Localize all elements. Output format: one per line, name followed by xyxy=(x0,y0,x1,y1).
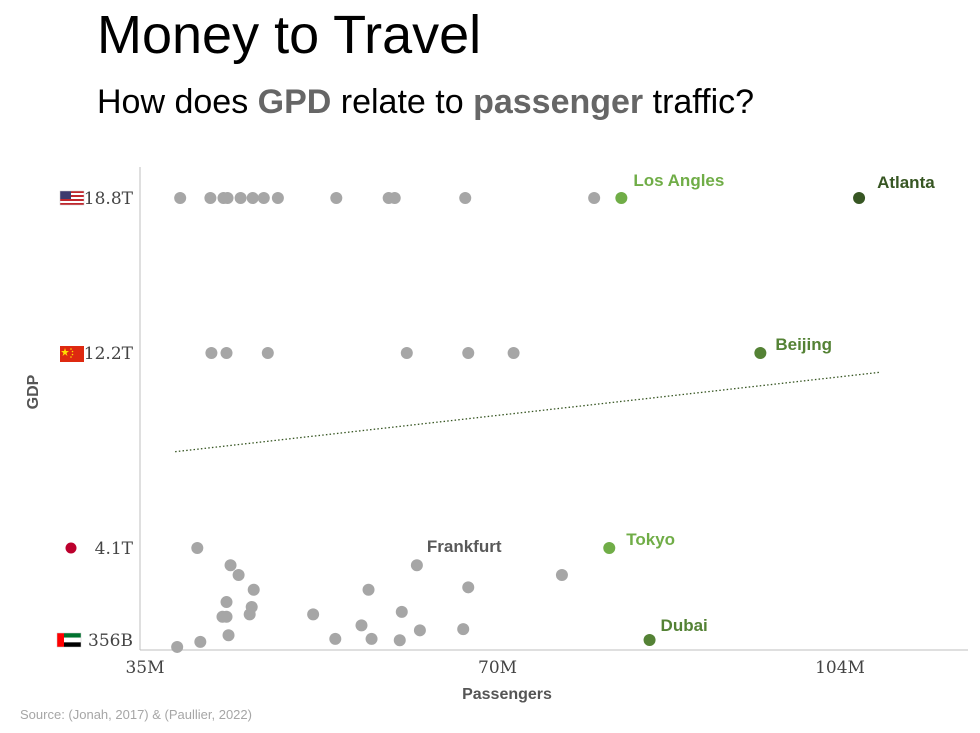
data-point xyxy=(362,583,375,596)
data-point xyxy=(257,192,270,204)
trendline xyxy=(175,371,881,453)
label-beijing: Beijing xyxy=(775,335,832,354)
point-frankfurt xyxy=(410,559,423,572)
point-los-angles xyxy=(615,192,628,204)
data-point xyxy=(261,347,274,359)
data-point xyxy=(171,640,184,653)
data-point xyxy=(243,608,256,621)
data-point xyxy=(459,192,472,204)
data-point xyxy=(307,608,320,621)
data-point xyxy=(191,542,204,554)
label-los-angles: Los Angles xyxy=(633,171,724,190)
subtitle-em-passenger: passenger xyxy=(473,83,644,121)
data-point xyxy=(271,192,284,204)
data-point xyxy=(355,619,368,632)
x-axis-title: Passengers xyxy=(462,686,552,703)
y-tick-labels: 18.8T 12.2T 4.1T 356B xyxy=(56,189,134,651)
y-axis-title: GDP xyxy=(25,374,42,409)
data-point xyxy=(413,624,426,637)
japan-flag-icon xyxy=(65,542,77,554)
data-point xyxy=(507,347,520,359)
data-point xyxy=(395,605,408,618)
data-point xyxy=(220,610,233,623)
source-note: Source: (Jonah, 2017) & (Paullier, 2022) xyxy=(20,707,252,722)
chart-subtitle: How does GPD relate to passenger traffic… xyxy=(97,80,754,124)
data-point xyxy=(462,347,475,359)
chart-axes xyxy=(139,167,968,651)
point-labels: Los Angles Atlanta Beijing Tokyo Frankfurt Du… xyxy=(427,171,935,635)
trendline-group xyxy=(175,371,881,453)
data-point xyxy=(247,583,260,596)
x-tick-label: 70M xyxy=(478,658,517,678)
x-tick-label: 104M xyxy=(815,658,865,678)
point-tokyo xyxy=(603,542,616,554)
data-point xyxy=(174,192,187,204)
data-point xyxy=(393,634,406,647)
data-point xyxy=(224,559,237,572)
china-flag-icon xyxy=(60,346,84,362)
label-atlanta: Atlanta xyxy=(877,173,935,192)
label-dubai: Dubai xyxy=(661,616,708,635)
point-atlanta xyxy=(853,192,866,204)
point-beijing xyxy=(754,347,767,359)
data-point xyxy=(220,596,233,609)
data-point xyxy=(222,629,235,642)
data-point xyxy=(205,347,218,359)
y-tick-label: 18.8T xyxy=(84,189,134,209)
y-tick-label: 356B xyxy=(88,631,133,651)
us-flag-icon xyxy=(59,190,85,206)
x-tick-labels: 35M 70M 104M xyxy=(125,658,864,678)
uae-flag-icon xyxy=(56,632,82,648)
data-point xyxy=(457,623,470,636)
data-point xyxy=(234,192,247,204)
subtitle-part1: How does xyxy=(97,83,258,121)
y-tick-label: 4.1T xyxy=(95,539,134,559)
data-point xyxy=(194,635,207,648)
data-point xyxy=(462,581,475,594)
data-point xyxy=(555,569,568,582)
subtitle-part2: relate to xyxy=(331,83,474,121)
label-frankfurt: Frankfurt xyxy=(427,537,502,556)
chart-title: Money to Travel xyxy=(97,5,482,65)
y-tick-label: 12.2T xyxy=(84,344,134,364)
data-point xyxy=(232,569,245,582)
data-point xyxy=(221,192,234,204)
data-point xyxy=(329,632,342,645)
data-point xyxy=(388,192,401,204)
subtitle-em-gpd: GPD xyxy=(257,83,332,121)
data-point xyxy=(246,192,259,204)
data-point xyxy=(588,192,601,204)
x-tick-label: 35M xyxy=(125,658,164,678)
data-point xyxy=(400,347,413,359)
subtitle-part3: traffic? xyxy=(643,83,755,121)
data-point xyxy=(330,192,343,204)
label-tokyo: Tokyo xyxy=(626,530,675,549)
data-point xyxy=(204,192,217,204)
data-point xyxy=(220,347,233,359)
data-point xyxy=(365,632,378,645)
data-points xyxy=(171,192,866,653)
point-dubai xyxy=(643,634,656,646)
